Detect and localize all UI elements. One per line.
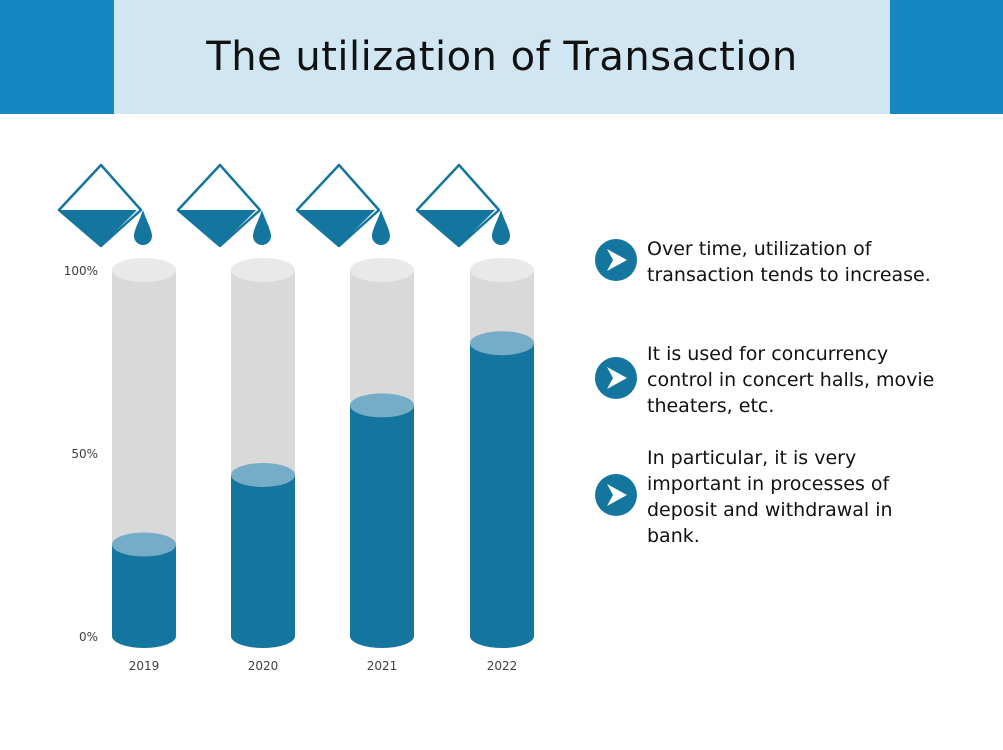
- bullet-text: In particular, it is very important in p…: [647, 447, 893, 547]
- chevron-right-icon: [595, 357, 637, 399]
- pouring-beaker-icon: [415, 163, 510, 248]
- bar: [470, 343, 534, 648]
- x-tick-label: 2021: [367, 659, 398, 673]
- bullet-text: Over time, utilization of transaction te…: [647, 238, 931, 286]
- bar-top: [350, 393, 414, 418]
- chevron-right-icon: [595, 239, 637, 281]
- bar: [350, 405, 414, 648]
- x-tick-label: 2022: [487, 659, 518, 673]
- chevron-right-icon: [595, 474, 637, 516]
- cylinder-empty-top: [112, 258, 176, 282]
- bar-top: [470, 331, 534, 356]
- header-banner: The utilization of Transaction: [114, 0, 890, 114]
- x-tick-label: 2020: [248, 659, 279, 673]
- y-tick-label: 0%: [79, 630, 98, 644]
- bar: [231, 474, 295, 648]
- cylinder-empty-top: [231, 258, 295, 282]
- x-tick-label: 2019: [129, 659, 160, 673]
- bar: [112, 544, 176, 648]
- pouring-beaker-icon: [295, 163, 390, 248]
- pouring-beaker-icon: [176, 163, 271, 248]
- header-accent-right: [890, 0, 1003, 114]
- cylinder-empty-top: [470, 258, 534, 282]
- pouring-beaker-icon: [57, 163, 152, 248]
- cylinder-empty-top: [350, 258, 414, 282]
- y-tick-label: 100%: [64, 264, 98, 278]
- page-title: The utilization of Transaction: [206, 34, 798, 80]
- y-tick-label: 50%: [71, 447, 98, 461]
- bar-top: [231, 462, 295, 487]
- header-accent-left: [0, 0, 114, 114]
- bar-top: [112, 532, 176, 557]
- bullet-text: It is used for concurrency control in co…: [647, 343, 935, 417]
